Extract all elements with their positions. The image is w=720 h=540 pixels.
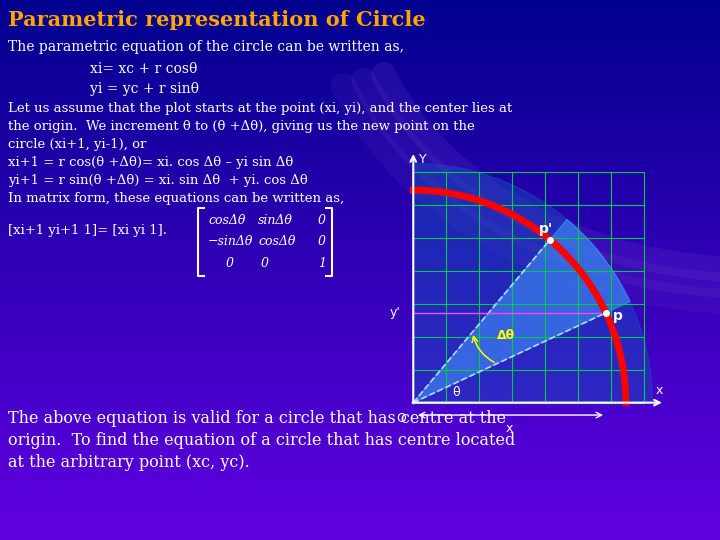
Text: Δθ: Δθ — [497, 329, 515, 342]
Text: xi= xc + r cosθ: xi= xc + r cosθ — [90, 62, 197, 76]
Text: The above equation is valid for a circle that has centre at the: The above equation is valid for a circle… — [8, 410, 506, 427]
Text: Parametric representation of Circle: Parametric representation of Circle — [8, 10, 426, 30]
Text: 1: 1 — [318, 257, 326, 270]
Text: yi = yc + r sinθ: yi = yc + r sinθ — [90, 82, 199, 96]
Text: origin.  To find the equation of a circle that has centre located: origin. To find the equation of a circle… — [8, 432, 516, 449]
Text: 0: 0 — [226, 257, 234, 270]
Text: 0: 0 — [318, 214, 326, 227]
Text: −sinΔθ: −sinΔθ — [208, 235, 253, 248]
Text: circle (xi+1, yi-1), or: circle (xi+1, yi-1), or — [8, 138, 146, 151]
Text: O: O — [396, 411, 406, 424]
Text: yi+1 = r sin(θ +Δθ) = xi. sin Δθ  + yi. cos Δθ: yi+1 = r sin(θ +Δθ) = xi. sin Δθ + yi. c… — [8, 174, 307, 187]
Text: Y: Y — [418, 153, 426, 166]
Text: xi+1 = r cos(θ +Δθ)= xi. cos Δθ – yi sin Δθ: xi+1 = r cos(θ +Δθ)= xi. cos Δθ – yi sin… — [8, 156, 293, 169]
Text: 0: 0 — [261, 257, 269, 270]
Text: [xi+1 yi+1 1]= [xi yi 1].: [xi+1 yi+1 1]= [xi yi 1]. — [8, 224, 167, 237]
Text: 0: 0 — [318, 235, 326, 248]
Text: the origin.  We increment θ to (θ +Δθ), giving us the new point on the: the origin. We increment θ to (θ +Δθ), g… — [8, 120, 474, 133]
Text: y': y' — [390, 306, 401, 319]
Text: x: x — [656, 384, 663, 397]
Text: x: x — [506, 422, 513, 435]
Text: cosΔθ: cosΔθ — [208, 214, 246, 227]
Text: at the arbitrary point (xc, yc).: at the arbitrary point (xc, yc). — [8, 454, 250, 471]
Polygon shape — [413, 164, 652, 403]
Text: Let us assume that the plot starts at the point (xi, yi), and the center lies at: Let us assume that the plot starts at th… — [8, 102, 512, 115]
Text: θ: θ — [452, 386, 460, 399]
Text: In matrix form, these equations can be written as,: In matrix form, these equations can be w… — [8, 192, 344, 205]
Text: p': p' — [539, 222, 554, 236]
Polygon shape — [413, 219, 630, 403]
Text: p: p — [613, 309, 623, 323]
Text: sinΔθ: sinΔθ — [258, 214, 293, 227]
Text: The parametric equation of the circle can be written as,: The parametric equation of the circle ca… — [8, 40, 404, 54]
Text: cosΔθ: cosΔθ — [258, 235, 295, 248]
